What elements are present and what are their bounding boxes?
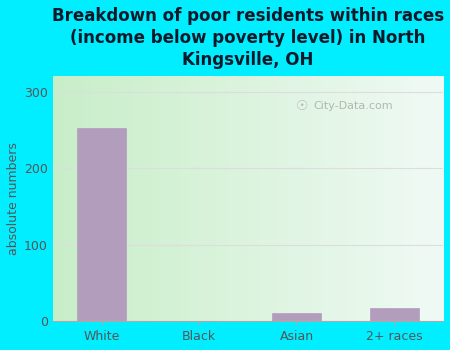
Title: Breakdown of poor residents within races
(income below poverty level) in North
K: Breakdown of poor residents within races… bbox=[52, 7, 444, 69]
Y-axis label: absolute numbers: absolute numbers bbox=[7, 142, 20, 255]
Text: ☉: ☉ bbox=[297, 99, 309, 113]
Bar bbox=[77, 128, 126, 321]
Bar bbox=[272, 313, 321, 321]
Bar bbox=[370, 308, 418, 321]
Text: City-Data.com: City-Data.com bbox=[314, 101, 393, 111]
